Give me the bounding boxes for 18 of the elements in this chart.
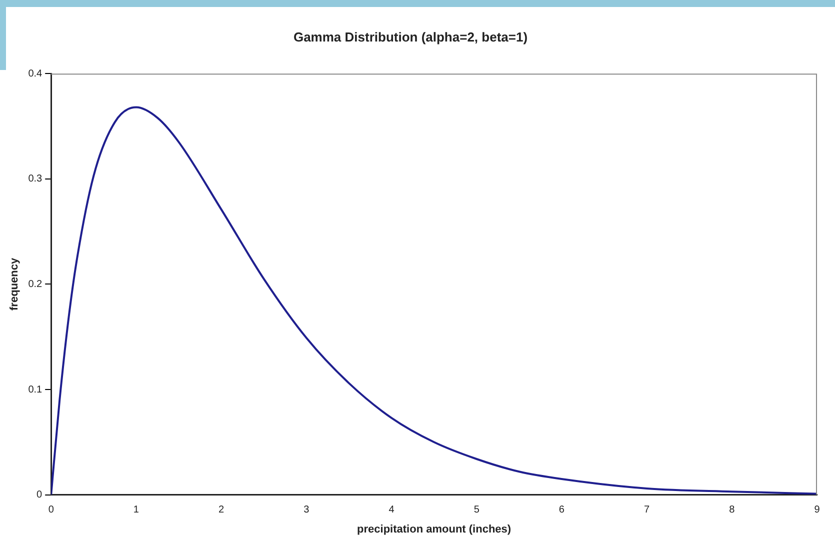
y-tick-label: 0: [36, 490, 43, 501]
x-axis-title: precipitation amount (inches): [357, 523, 512, 536]
y-tick-label: 0.1: [28, 384, 43, 396]
x-tick-label: 5: [474, 504, 480, 516]
x-tick-label: 3: [304, 504, 310, 516]
x-tick-label: 9: [814, 504, 820, 516]
chart-title: Gamma Distribution (alpha=2, beta=1): [293, 29, 528, 44]
x-tick-label: 7: [644, 504, 650, 516]
x-tick-label: 0: [48, 504, 54, 516]
y-tick-label: 0.2: [28, 278, 43, 290]
x-tick-label: 2: [218, 504, 225, 516]
y-axis-title: frequency: [8, 257, 21, 310]
x-tick-label: 4: [388, 504, 395, 516]
x-tick-label: 8: [729, 504, 736, 516]
y-tick-label: 0.4: [28, 68, 43, 80]
x-tick-label: 6: [558, 504, 565, 516]
x-tick-label: 1: [133, 504, 140, 516]
y-tick-label: 0.3: [28, 174, 43, 185]
